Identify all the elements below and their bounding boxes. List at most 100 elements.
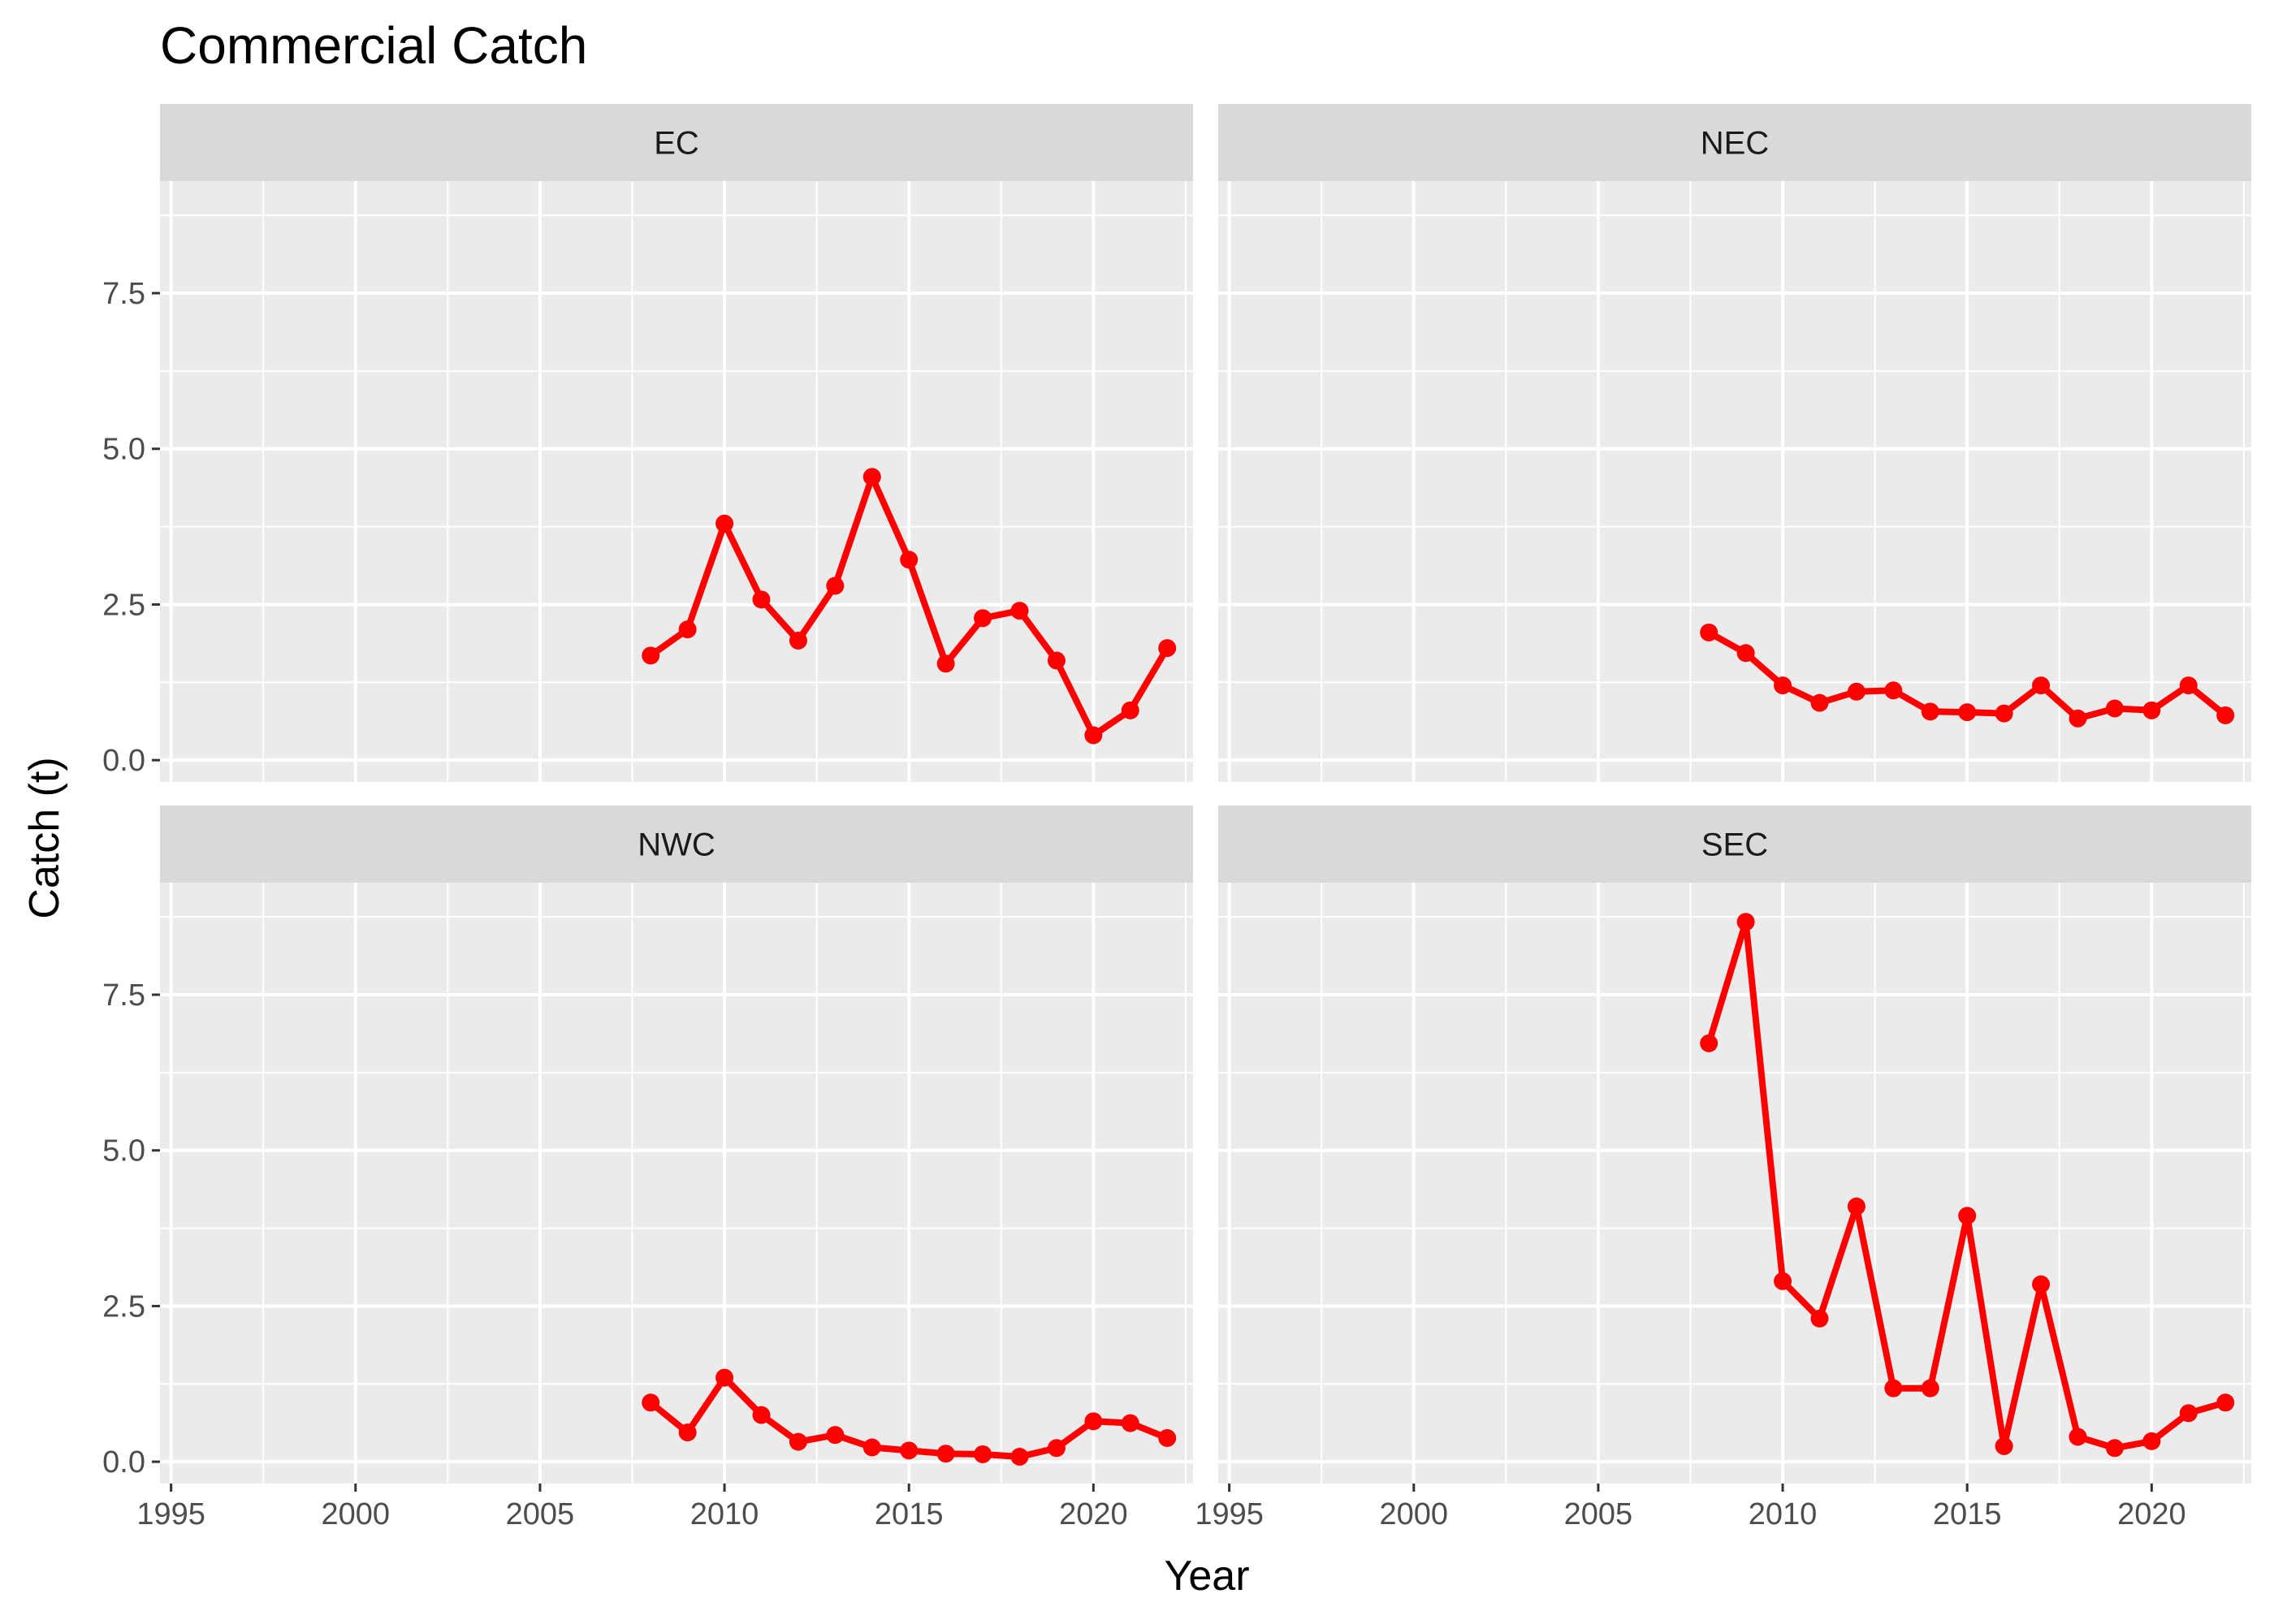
x-tick-label: 2015	[875, 1497, 944, 1531]
strip-ec	[160, 104, 1193, 181]
data-point-nec-2012	[1847, 682, 1865, 701]
x-tick-label: 2000	[321, 1497, 390, 1531]
data-point-nwc-2018	[1010, 1448, 1029, 1466]
data-point-sec-2019	[2105, 1439, 2124, 1458]
chart-title: Commercial Catch	[160, 16, 587, 75]
panel-background	[160, 883, 1193, 1484]
data-point-nec-2015	[1958, 703, 1977, 722]
data-point-nec-2021	[2179, 676, 2198, 695]
data-point-sec-2014	[1921, 1379, 1939, 1397]
facet-panels: EC NEC NWC SEC	[160, 104, 2251, 1484]
x-tick-label: 2005	[1564, 1497, 1633, 1531]
data-point-nec-2017	[2032, 676, 2051, 695]
data-point-nwc-2013	[826, 1426, 845, 1445]
data-point-nec-2014	[1921, 702, 1939, 721]
data-point-nec-2022	[2216, 706, 2235, 724]
panel-sec: SEC	[1218, 806, 2251, 1484]
data-point-nwc-2012	[789, 1432, 807, 1451]
panel-background	[160, 181, 1193, 782]
data-point-ec-2017	[974, 609, 992, 628]
data-point-ec-2012	[789, 631, 807, 650]
data-point-sec-2015	[1958, 1207, 1977, 1225]
strip-sec	[1218, 806, 2251, 883]
data-point-nwc-2015	[900, 1441, 919, 1460]
data-point-sec-2011	[1810, 1309, 1829, 1328]
data-point-sec-2017	[2032, 1275, 2051, 1294]
data-point-ec-2021	[1121, 701, 1139, 719]
data-point-sec-2020	[2142, 1432, 2161, 1450]
x-tick-label: 2000	[1379, 1497, 1448, 1531]
data-point-nwc-2008	[642, 1393, 660, 1412]
strip-label-ec: EC	[654, 126, 699, 162]
x-axis-title: Year	[1164, 1553, 1249, 1600]
data-point-nwc-2010	[715, 1368, 734, 1387]
x-tick-label: 1995	[1195, 1497, 1264, 1531]
panel-ec: EC	[160, 104, 1193, 782]
y-tick-label: 7.5	[102, 277, 145, 311]
strip-label-nwc: NWC	[638, 827, 715, 863]
data-point-sec-2008	[1700, 1034, 1718, 1052]
x-tick-label: 1995	[136, 1497, 205, 1531]
strip-nec	[1218, 104, 2251, 181]
panel-background	[1218, 181, 2251, 782]
y-tick-label: 5.0	[102, 433, 145, 467]
strip-nwc	[160, 806, 1193, 883]
data-point-sec-2010	[1774, 1272, 1792, 1290]
panel-nwc: NWC	[160, 806, 1193, 1484]
data-point-nec-2008	[1700, 623, 1718, 641]
data-point-nwc-2017	[974, 1445, 992, 1463]
data-point-ec-2020	[1084, 726, 1103, 745]
y-tick-label: 5.0	[102, 1134, 145, 1168]
data-point-nwc-2011	[752, 1406, 771, 1424]
data-point-ec-2013	[826, 577, 845, 595]
data-point-nwc-2021	[1121, 1414, 1139, 1432]
data-point-sec-2022	[2216, 1393, 2235, 1412]
data-point-ec-2015	[900, 551, 919, 569]
data-point-nwc-2020	[1084, 1412, 1103, 1431]
data-point-ec-2022	[1158, 639, 1177, 658]
data-point-sec-2013	[1884, 1379, 1903, 1397]
panel-nec: NEC	[1218, 104, 2251, 782]
data-point-sec-2016	[1995, 1436, 2013, 1455]
data-point-ec-2010	[715, 514, 734, 533]
strip-label-nec: NEC	[1701, 126, 1769, 162]
data-point-nwc-2016	[936, 1445, 955, 1463]
y-tick-label: 7.5	[102, 978, 145, 1013]
data-point-ec-2014	[862, 468, 881, 486]
panel-background	[1218, 883, 2251, 1484]
gridlines	[1218, 883, 2251, 1484]
data-point-nec-2018	[2069, 709, 2087, 728]
data-point-nwc-2009	[678, 1423, 697, 1442]
data-point-sec-2009	[1736, 913, 1755, 931]
x-tick-label: 2010	[1749, 1497, 1818, 1531]
y-tick-label: 0.0	[102, 1445, 145, 1479]
y-tick-label: 2.5	[102, 1289, 145, 1324]
data-point-nec-2010	[1774, 676, 1792, 695]
data-point-nec-2009	[1736, 644, 1755, 663]
data-point-nec-2013	[1884, 681, 1903, 700]
data-point-ec-2019	[1047, 651, 1066, 670]
x-axes: 1995 2000 2005 2010 2015 2020 1995 2000 2005 2010…	[136, 1484, 2186, 1531]
data-point-nec-2019	[2105, 699, 2124, 718]
y-axes: 0.0 2.5 5.0 7.5 0.0 2.5 5.0 7.5	[102, 277, 160, 1479]
data-point-nwc-2014	[862, 1438, 881, 1457]
x-tick-label: 2010	[690, 1497, 759, 1531]
data-point-nec-2011	[1810, 693, 1829, 712]
y-tick-label: 0.0	[102, 744, 145, 778]
x-tick-label: 2005	[506, 1497, 575, 1531]
gridlines	[160, 181, 1193, 782]
x-tick-label: 2015	[1933, 1497, 2002, 1531]
x-tick-label: 2020	[1059, 1497, 1128, 1531]
strip-label-sec: SEC	[1701, 827, 1768, 863]
data-point-ec-2011	[752, 590, 771, 609]
data-point-nec-2016	[1995, 704, 2013, 723]
data-point-sec-2012	[1847, 1197, 1865, 1216]
y-axis-title: Catch (t)	[21, 757, 68, 918]
data-point-ec-2008	[642, 646, 660, 665]
data-point-nwc-2019	[1047, 1439, 1066, 1458]
data-point-nec-2020	[2142, 701, 2161, 719]
y-tick-label: 2.5	[102, 588, 145, 622]
data-point-sec-2021	[2179, 1404, 2198, 1423]
data-point-nwc-2022	[1158, 1429, 1177, 1448]
